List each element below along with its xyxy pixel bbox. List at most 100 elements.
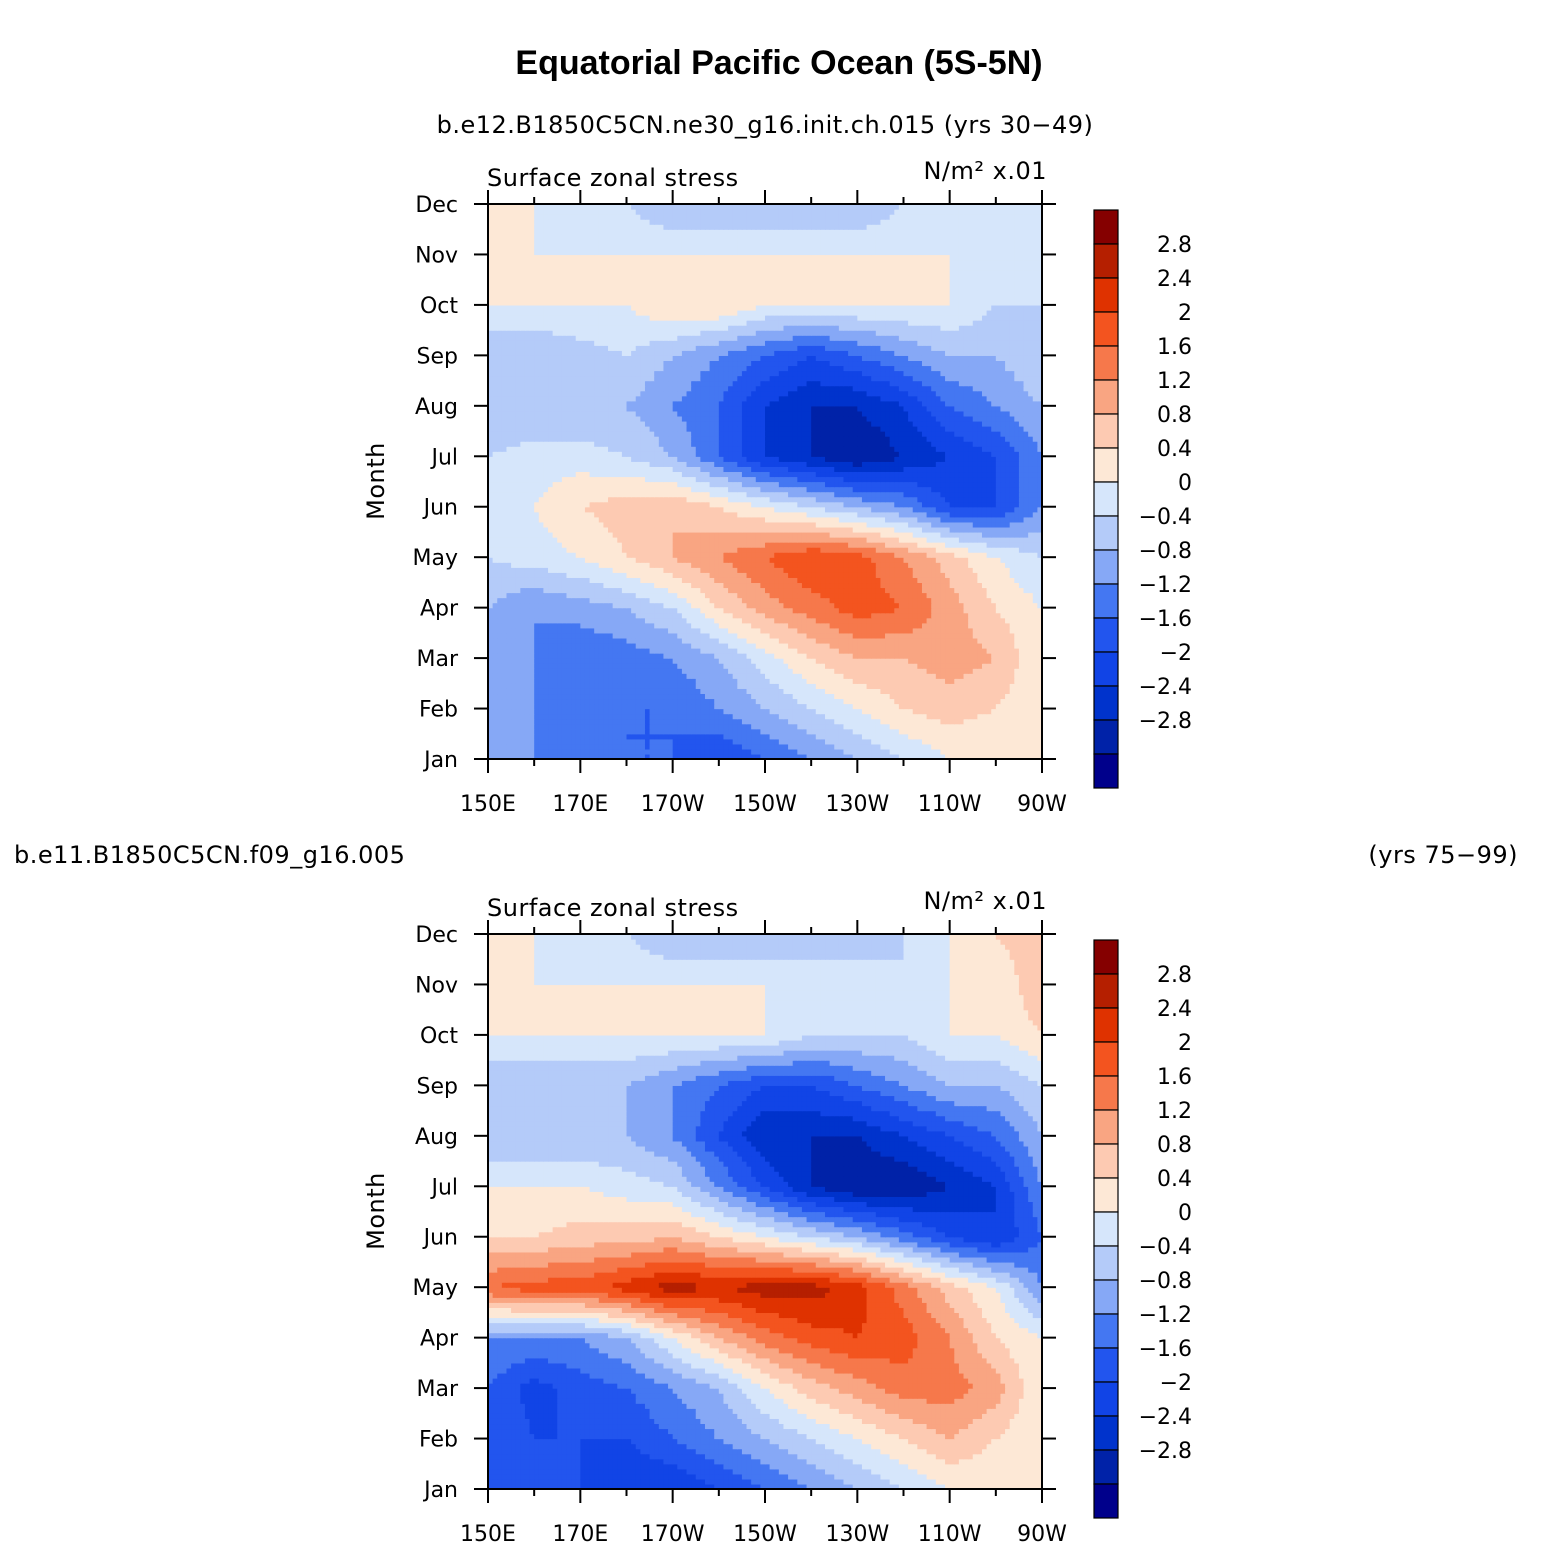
contour-cell	[908, 753, 914, 759]
contour-cell	[963, 582, 969, 589]
contour-cell	[829, 733, 835, 740]
contour-cell	[1028, 552, 1034, 558]
contour-cell	[492, 738, 498, 745]
contour-cell	[649, 653, 655, 659]
contour-cell	[765, 723, 771, 730]
contour-cell	[815, 602, 821, 609]
contour-cell	[917, 562, 923, 568]
contour-cell	[783, 622, 789, 629]
contour-cell	[515, 642, 521, 649]
contour-cell	[755, 653, 761, 659]
contour-cell	[945, 627, 951, 634]
contour-cell	[811, 597, 817, 604]
contour-cell	[843, 552, 849, 558]
contour-cell	[958, 567, 965, 573]
contour-cell	[1000, 557, 1006, 563]
contour-cell	[829, 592, 835, 599]
contour-cell	[654, 748, 660, 755]
contour-cell	[506, 663, 512, 669]
contour-cell	[931, 718, 937, 725]
contour-cell	[783, 703, 789, 710]
contour-cell	[709, 557, 715, 563]
contour-cell	[608, 602, 614, 609]
contour-cell	[589, 713, 595, 720]
contour-cell	[940, 577, 946, 584]
contour-cell	[561, 582, 568, 589]
contour-cell	[1037, 607, 1042, 614]
contour-cell	[524, 718, 531, 725]
contour-cell	[649, 748, 655, 755]
contour-cell	[843, 642, 849, 649]
contour-cell	[686, 582, 692, 589]
contour-cell	[617, 562, 623, 568]
contour-cell	[654, 743, 660, 750]
contour-cell	[926, 597, 932, 604]
contour-cell	[751, 632, 757, 639]
contour-cell	[760, 587, 766, 594]
contour-cell	[765, 748, 771, 755]
contour-cell	[958, 582, 965, 589]
contour-cell	[603, 642, 609, 649]
contour-cell	[940, 582, 946, 589]
contour-cell	[603, 728, 609, 735]
contour-cell	[695, 642, 701, 649]
contour-cell	[774, 567, 780, 573]
contour-cell	[608, 572, 614, 578]
contour-cell	[986, 577, 992, 584]
contour-cell	[501, 547, 508, 553]
contour-cell	[917, 658, 923, 664]
contour-cell	[603, 703, 609, 710]
contour-cell	[1023, 733, 1029, 740]
contour-cell	[852, 708, 858, 715]
contour-cell	[1014, 748, 1020, 755]
contour-cell	[552, 597, 558, 604]
contour-cell	[963, 658, 969, 664]
contour-cell	[889, 738, 895, 745]
contour-cell	[1023, 698, 1029, 705]
contour-cell	[677, 562, 683, 568]
contour-cell	[580, 622, 586, 629]
contour-cell	[709, 552, 715, 558]
contour-cell	[751, 708, 757, 715]
contour-cell	[945, 632, 951, 639]
contour-cell	[644, 627, 651, 634]
contour-cell	[557, 713, 563, 720]
contour-cell	[829, 612, 835, 619]
contour-cell	[691, 607, 697, 614]
contour-cell	[917, 648, 923, 654]
contour-cell	[898, 688, 905, 695]
contour-cell	[778, 632, 785, 639]
contour-cell	[825, 668, 831, 674]
contour-cell	[709, 693, 715, 700]
contour-cell	[709, 658, 715, 664]
contour-cell	[788, 663, 794, 669]
contour-cell	[543, 572, 549, 578]
contour-cell	[584, 552, 591, 558]
contour-cell	[700, 668, 706, 674]
contour-cell	[538, 582, 544, 589]
contour-cell	[825, 637, 831, 644]
contour-cell	[834, 753, 840, 759]
contour-cell	[737, 653, 743, 659]
contour-cell	[704, 648, 711, 654]
contour-cell	[635, 673, 641, 679]
contour-cell	[644, 587, 651, 594]
contour-cell	[875, 642, 882, 649]
contour-cell	[704, 653, 711, 659]
contour-cell	[871, 708, 877, 715]
contour-cell	[940, 607, 946, 614]
contour-cell	[654, 577, 660, 584]
contour-cell	[598, 582, 605, 589]
contour-cell	[958, 557, 965, 563]
contour-cell	[626, 728, 632, 735]
contour-cell	[644, 733, 651, 740]
contour-cell	[1014, 648, 1020, 654]
contour-cell	[871, 728, 877, 735]
contour-cell	[774, 627, 780, 634]
contour-cell	[765, 653, 771, 659]
contour-cell	[921, 592, 928, 599]
contour-cell	[612, 557, 618, 563]
contour-cell	[815, 587, 821, 594]
contour-cell	[880, 622, 886, 629]
contour-cell	[598, 602, 605, 609]
